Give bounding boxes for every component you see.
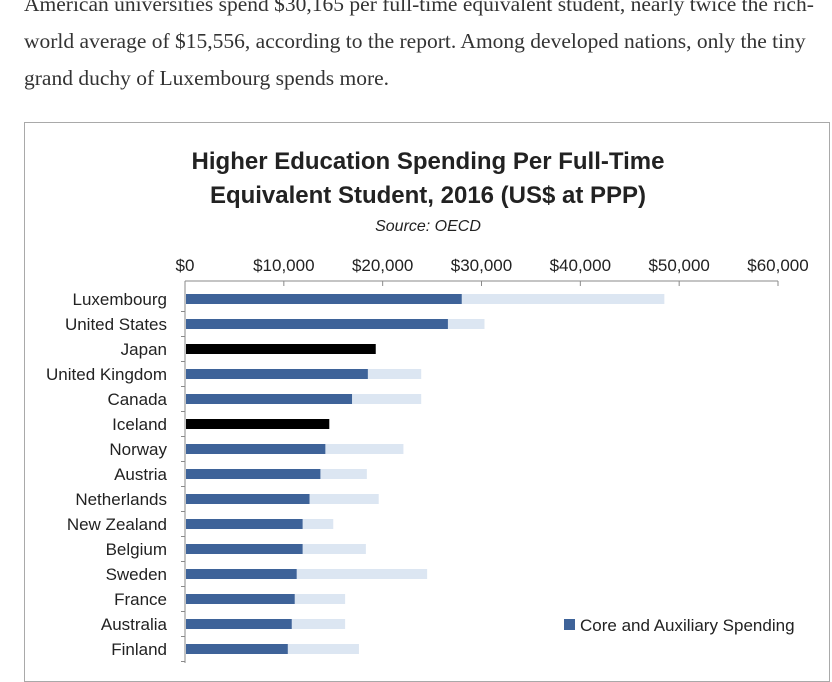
category-label: New Zealand — [67, 515, 167, 534]
core-bar — [186, 444, 326, 454]
core-bar — [186, 294, 462, 304]
core-bar — [186, 344, 376, 354]
core-bar — [186, 394, 353, 404]
category-label: United Kingdom — [46, 365, 167, 384]
core-bar — [186, 519, 303, 529]
category-label: Norway — [109, 440, 167, 459]
core-bar — [186, 569, 297, 579]
category-label: Belgium — [106, 540, 167, 559]
x-tick-label: $60,000 — [747, 256, 808, 275]
category-label: United States — [65, 315, 167, 334]
category-label: Iceland — [112, 415, 167, 434]
chart-source: Source: OECD — [375, 218, 481, 235]
core-bar — [186, 544, 303, 554]
core-bar — [186, 469, 321, 479]
category-label: Netherlands — [75, 490, 167, 509]
core-bar — [186, 494, 310, 504]
core-bar — [186, 369, 368, 379]
article-paragraph: American universities spend $30,165 per … — [24, 0, 814, 90]
x-tick-label: $20,000 — [352, 256, 413, 275]
chart-title-line1: Higher Education Spending Per Full-Time — [192, 148, 665, 175]
category-label: France — [114, 590, 167, 609]
category-labels: Luxembourg United States Japan United Kingd… — [46, 290, 168, 659]
category-label: Sweden — [106, 565, 167, 584]
core-bar — [186, 419, 330, 429]
core-bar — [186, 319, 448, 329]
x-axis: $0 $10,000 $20,000 $30,000 $40,000 $50,000 $60… — [176, 256, 809, 663]
core-bar — [186, 644, 288, 654]
category-label: Finland — [111, 640, 167, 659]
x-tick-label: $50,000 — [648, 256, 709, 275]
category-label: Austria — [114, 465, 167, 484]
x-tick-label: $40,000 — [550, 256, 611, 275]
core-bar — [186, 594, 295, 604]
legend-label: Core and Auxiliary Spending — [580, 616, 795, 635]
bars — [181, 294, 665, 662]
category-label: Japan — [121, 340, 167, 359]
chart-title-line2: Equivalent Student, 2016 (US$ at PPP) — [210, 182, 646, 209]
x-tick-label: $0 — [176, 256, 195, 275]
x-tick-label: $10,000 — [253, 256, 314, 275]
category-label: Australia — [101, 615, 168, 634]
x-tick-label: $30,000 — [451, 256, 512, 275]
category-label: Canada — [107, 390, 167, 409]
core-bar — [186, 619, 292, 629]
category-label: Luxembourg — [72, 290, 167, 309]
chart-container: Higher Education Spending Per Full-Time … — [24, 122, 830, 682]
legend-swatch — [564, 619, 575, 630]
bar-chart: Higher Education Spending Per Full-Time … — [46, 148, 809, 663]
total-bar — [186, 569, 428, 579]
